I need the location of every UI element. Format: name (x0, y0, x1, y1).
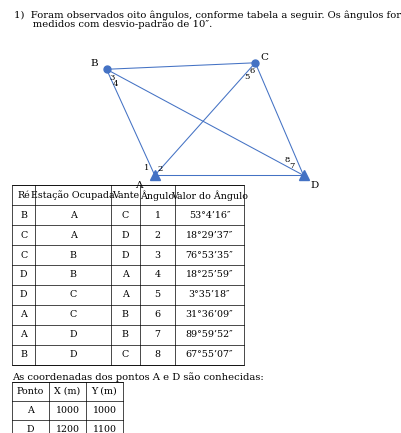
Text: B: B (69, 251, 77, 259)
Text: D: D (122, 231, 129, 239)
Text: Estação Ocupada: Estação Ocupada (31, 191, 115, 200)
Text: 8: 8 (284, 156, 289, 164)
Text: B: B (20, 211, 27, 220)
Text: As coordenadas dos pontos A e D são conhecidas:: As coordenadas dos pontos A e D são conh… (12, 372, 263, 382)
Text: 6: 6 (249, 67, 254, 75)
Text: A: A (122, 291, 129, 299)
Text: B: B (90, 59, 97, 68)
Text: D: D (310, 181, 318, 190)
Text: D: D (20, 271, 27, 279)
Text: A: A (122, 271, 129, 279)
Text: 18°29’37″: 18°29’37″ (185, 231, 233, 239)
Text: Valor do Ângulo: Valor do Ângulo (170, 190, 247, 200)
Text: Vante: Vante (111, 191, 139, 200)
Text: Y (m): Y (m) (91, 387, 117, 396)
Text: A: A (20, 330, 27, 339)
Text: 1: 1 (154, 211, 160, 220)
Text: D: D (122, 251, 129, 259)
Text: A: A (27, 406, 34, 415)
Text: 53°4’16″: 53°4’16″ (188, 211, 230, 220)
Text: B: B (69, 271, 77, 279)
Text: 6: 6 (154, 310, 160, 319)
Bar (12, 382, 123, 433)
Text: 31°36’09″: 31°36’09″ (185, 310, 233, 319)
Text: Ponto: Ponto (17, 387, 44, 396)
Text: 4: 4 (154, 271, 160, 279)
Text: 18°25’59″: 18°25’59″ (185, 271, 233, 279)
Text: 7: 7 (154, 330, 160, 339)
Text: C: C (122, 211, 129, 220)
Text: 1: 1 (144, 164, 149, 171)
Text: 2: 2 (157, 165, 162, 173)
Text: D: D (69, 350, 77, 359)
Text: A: A (69, 211, 77, 220)
Text: Ângulo: Ângulo (140, 190, 174, 200)
Text: A: A (20, 310, 27, 319)
Text: C: C (260, 53, 268, 62)
Text: Ré: Ré (17, 191, 30, 200)
Text: 1000: 1000 (55, 406, 79, 415)
Text: C: C (69, 291, 77, 299)
Text: 5: 5 (244, 73, 249, 81)
Text: D: D (20, 291, 27, 299)
Text: 1100: 1100 (92, 425, 116, 433)
Text: D: D (27, 425, 34, 433)
Text: B: B (122, 310, 129, 319)
Text: 89°59’52″: 89°59’52″ (185, 330, 233, 339)
Text: 3: 3 (109, 74, 114, 82)
Text: 67°55’07″: 67°55’07″ (185, 350, 233, 359)
Text: 7: 7 (288, 162, 294, 170)
Text: C: C (20, 251, 27, 259)
Text: 5: 5 (154, 291, 160, 299)
Text: 4: 4 (112, 80, 118, 88)
Bar (12, 185, 243, 365)
Text: B: B (20, 350, 27, 359)
Text: 1000: 1000 (92, 406, 116, 415)
Text: 1200: 1200 (55, 425, 79, 433)
Text: A: A (69, 231, 77, 239)
Text: A: A (135, 181, 142, 190)
Text: C: C (69, 310, 77, 319)
Text: C: C (122, 350, 129, 359)
Text: 1)  Foram observados oito ângulos, conforme tabela a seguir. Os ângulos foram: 1) Foram observados oito ângulos, confor… (14, 11, 401, 20)
Text: C: C (20, 231, 27, 239)
Text: D: D (69, 330, 77, 339)
Text: 3: 3 (154, 251, 160, 259)
Text: 2: 2 (154, 231, 160, 239)
Text: 76°53’35″: 76°53’35″ (185, 251, 233, 259)
Text: 8: 8 (154, 350, 160, 359)
Text: B: B (122, 330, 129, 339)
Text: medidos com desvio-padrão de 10″.: medidos com desvio-padrão de 10″. (14, 19, 212, 29)
Text: X (m): X (m) (54, 387, 81, 396)
Text: 3°35’18″: 3°35’18″ (188, 291, 230, 299)
